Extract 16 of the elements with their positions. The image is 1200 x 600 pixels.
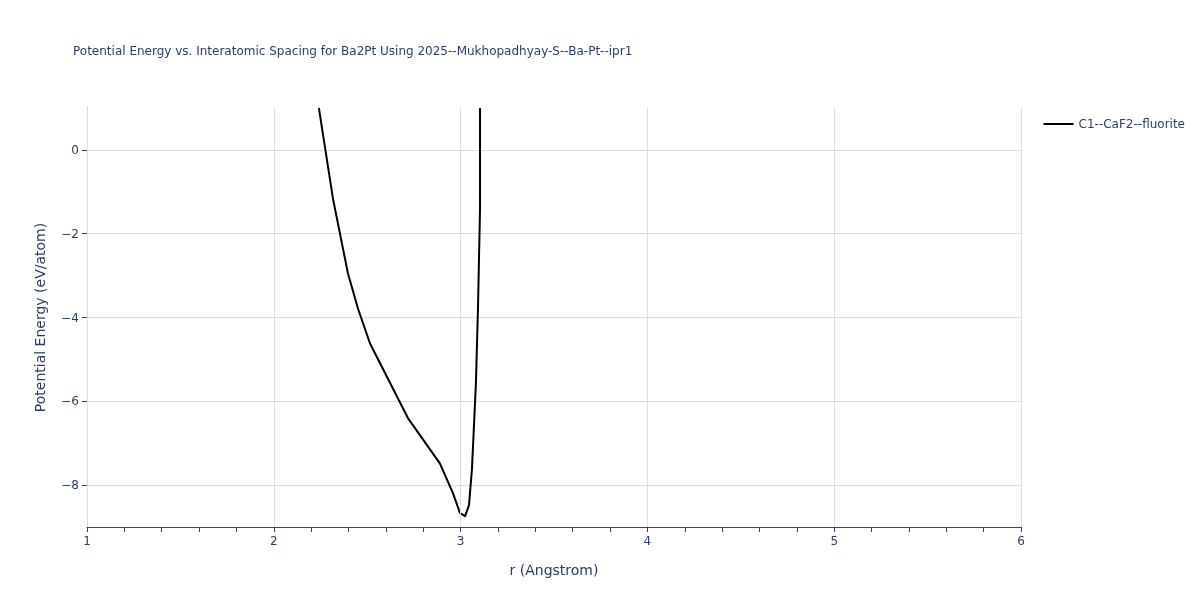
- x-tick-label: 4: [643, 534, 652, 548]
- x-tick-label: 3: [456, 534, 465, 548]
- y-tick-label: −6: [61, 394, 79, 409]
- x-tick-label: 5: [830, 534, 839, 548]
- y-tick-label: −4: [61, 310, 79, 325]
- x-tick-label: 1: [83, 534, 91, 548]
- y-axis-title: Potential Energy (eV/atom): [32, 222, 48, 413]
- x-tick-label: 2: [269, 534, 278, 548]
- x-tick-label: 6: [1017, 534, 1025, 548]
- y-tick-label: −2: [61, 226, 79, 241]
- line-series: [318, 107, 482, 518]
- y-tick-label: −8: [61, 478, 79, 493]
- chart-title: Potential Energy vs. Interatomic Spacing for Ba2Pt Using 2025--Mukhopadhyay-S--Ba-Pt--ipr1: [73, 44, 633, 58]
- y-tick-label: 0: [71, 142, 79, 157]
- legend-label: C1--CaF2--fluorite: [1078, 117, 1185, 131]
- x-axis-title: r (Angstrom): [509, 562, 599, 578]
